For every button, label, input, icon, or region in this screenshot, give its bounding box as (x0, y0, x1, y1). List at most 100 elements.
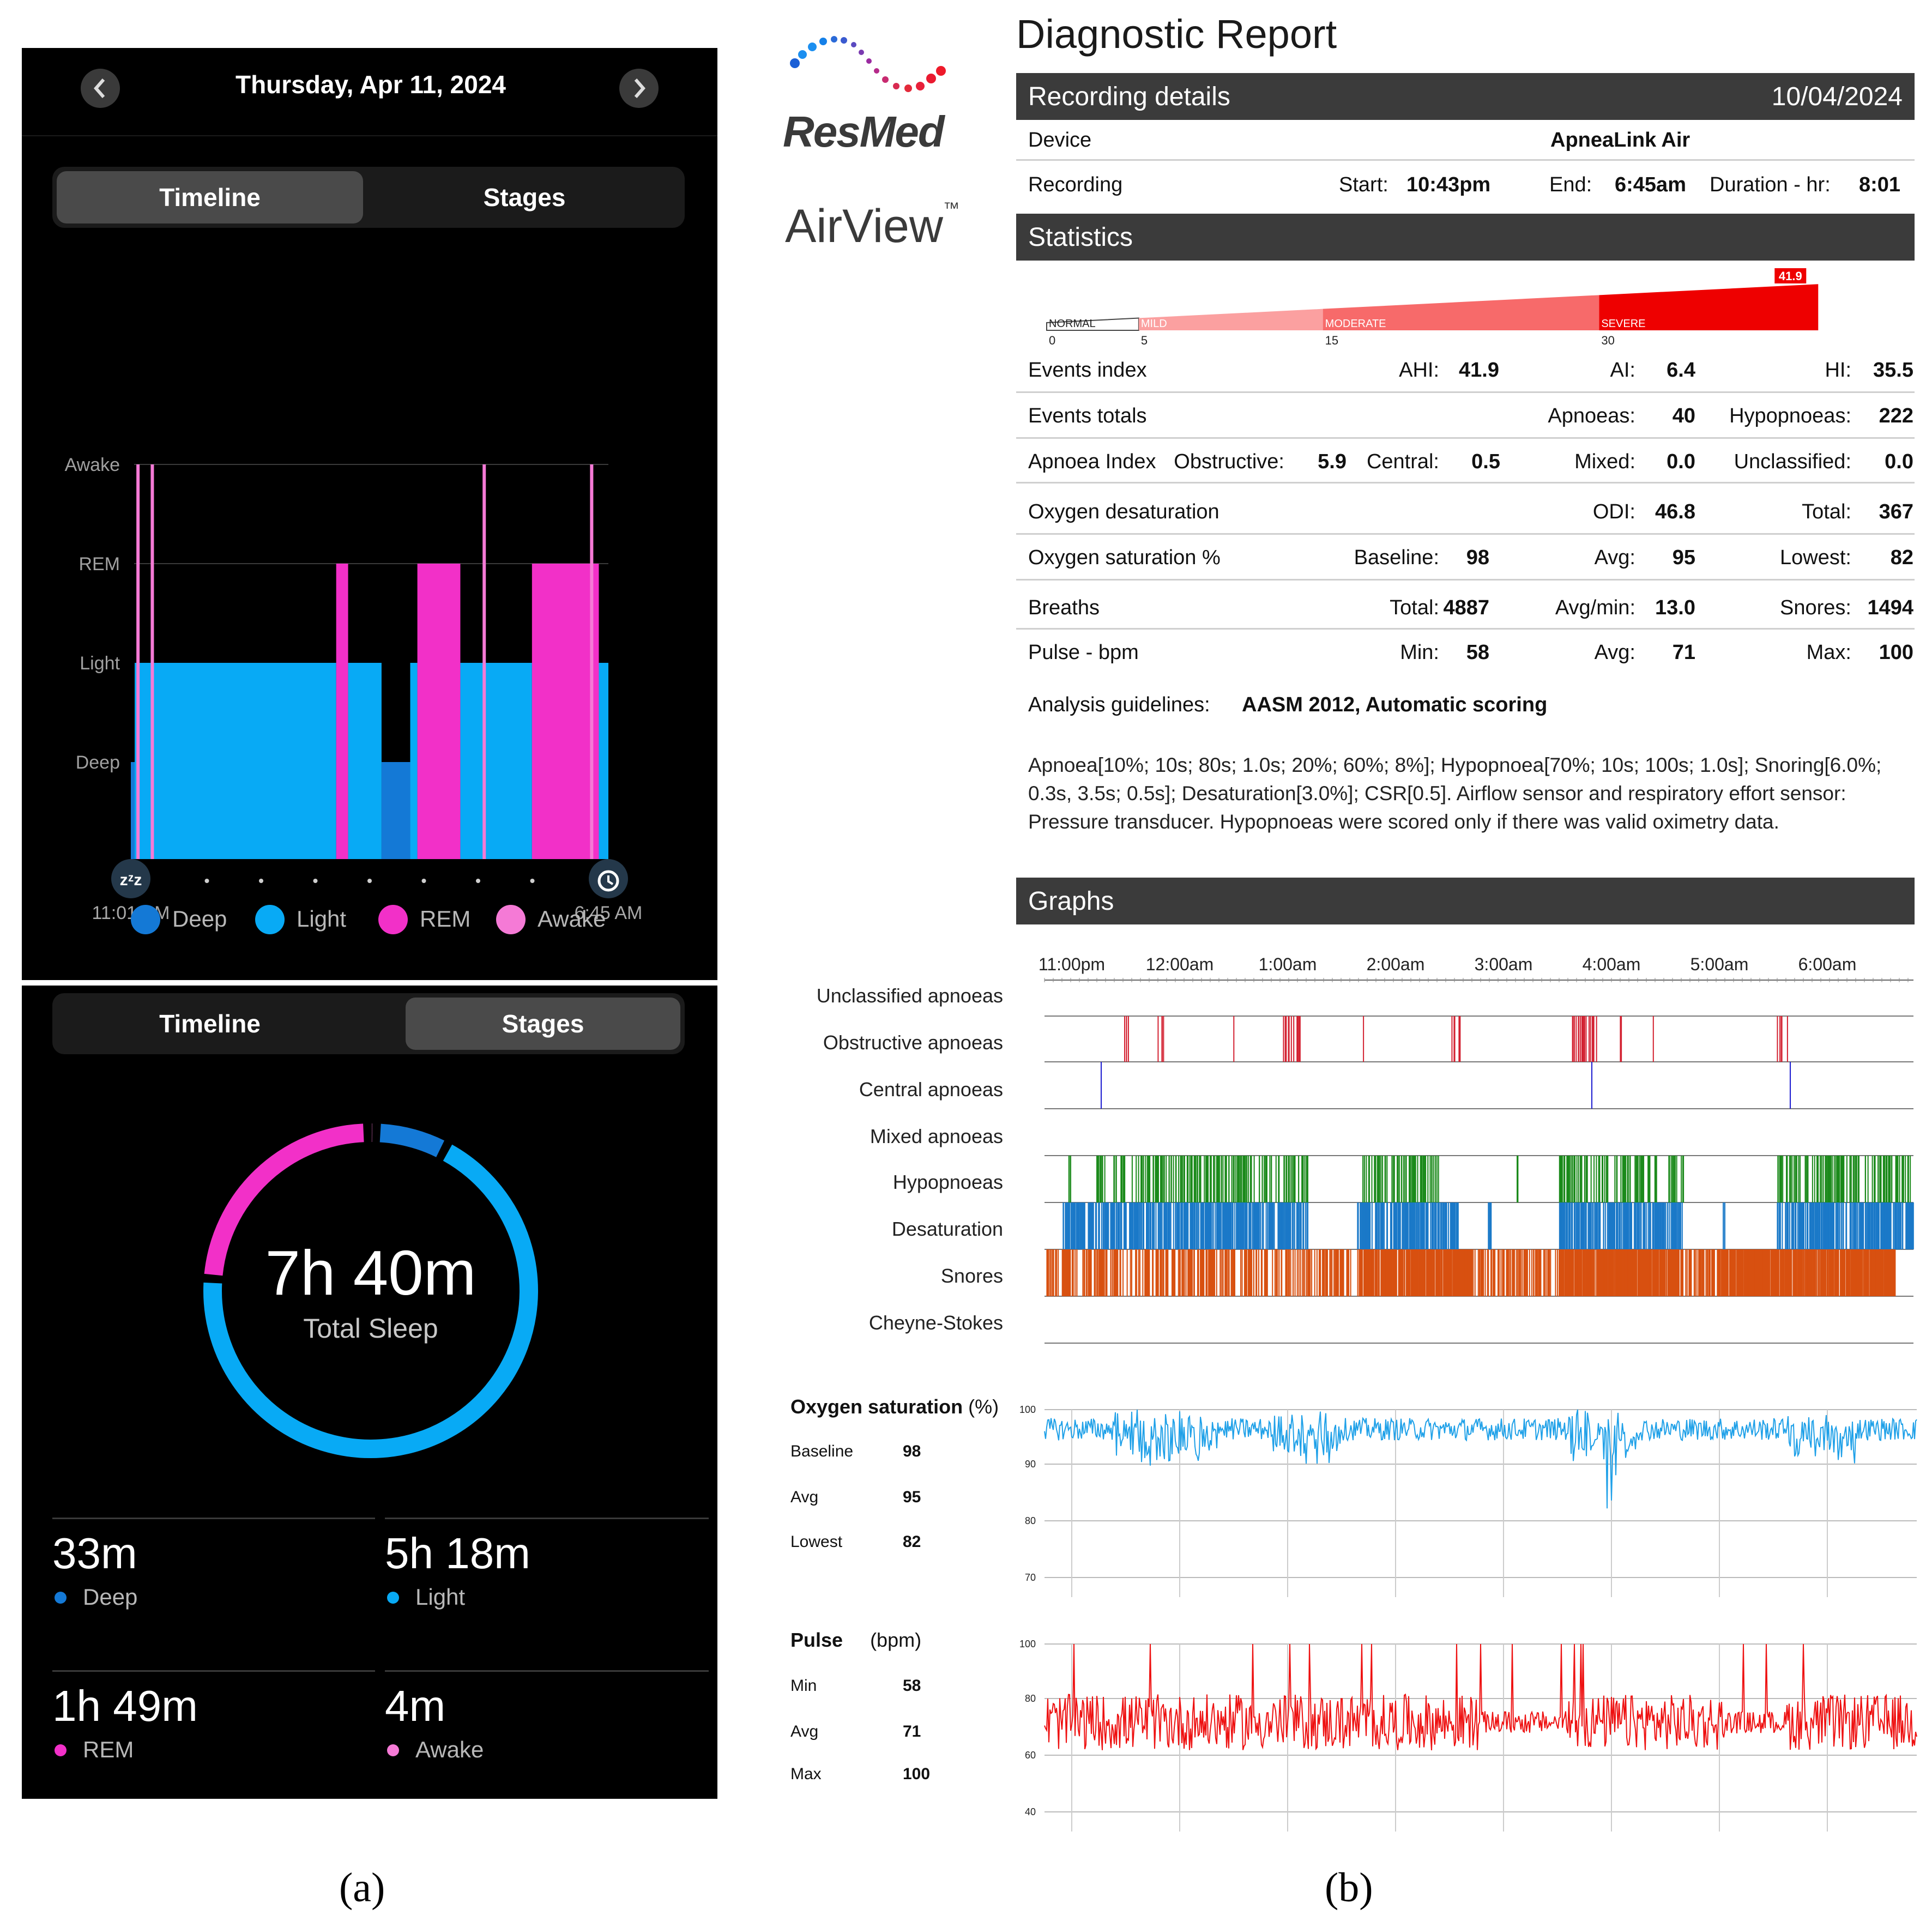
stat-cell-label: Hypopnoeas: (1729, 404, 1851, 427)
device-label: Device (1028, 129, 1092, 152)
sleep-zzz-glyph: zᶻz (120, 871, 142, 889)
severity-tick: 0 (1049, 334, 1055, 347)
spo2-series-line (1044, 1409, 1917, 1509)
stat-row-label: Events totals (1028, 404, 1147, 427)
tab-stages-bottom[interactable]: Stages (406, 998, 680, 1050)
stat-cell-value: 5.9 (1318, 450, 1347, 473)
legend-dot-deep (131, 905, 160, 934)
event-track-label: Unclassified apnoeas (816, 984, 1003, 1007)
recording-start-value: 10:43pm (1406, 173, 1491, 196)
severity-band-normal (1046, 317, 1139, 331)
tab-timeline[interactable]: Timeline (57, 171, 363, 223)
prev-day-button[interactable] (81, 69, 120, 108)
time-tick-label: 2:00am (1367, 954, 1425, 974)
timeline-hour-dot (530, 879, 535, 883)
stat-cell-value: 98 (1466, 546, 1489, 569)
donut-slice-light (203, 1144, 538, 1458)
timeline-segment-light (599, 663, 608, 859)
stat-rem-value: 1h 49m (52, 1682, 198, 1730)
stat-cell-label: Total: (1802, 500, 1851, 523)
stat-cell-value: 0.0 (1667, 450, 1695, 473)
y-tick-label: 40 (1025, 1806, 1036, 1817)
timeline-level-label-deep: Deep (76, 752, 120, 773)
pulse-title: Pulse (bpm) (790, 1629, 921, 1652)
stat-row-divider (1016, 391, 1915, 393)
legend-label-light: Light (297, 906, 347, 932)
oxygen-saturation-chart: 100 90 80 70 (1019, 1404, 1917, 1597)
timeline-level-label-light: Light (80, 653, 120, 674)
timeline-hour-dot (421, 879, 426, 883)
stat-cell-value: 40 (1672, 404, 1695, 427)
stat-awake-dot (387, 1744, 399, 1756)
severity-band-mild (1138, 309, 1323, 330)
recording-label: Recording (1028, 173, 1123, 196)
stat-deep-value: 33m (52, 1529, 137, 1578)
stat-cell-value: 1494 (1867, 596, 1913, 619)
pulse-stat-avg-value: 71 (903, 1722, 921, 1740)
stat-cell-value: 0.5 (1471, 450, 1500, 473)
pulse-stat-min-label: Min (790, 1677, 817, 1695)
event-track-label: Central apnoeas (859, 1078, 1003, 1101)
stat-cell-value: 46.8 (1655, 500, 1695, 523)
stats-divider-2 (385, 1518, 709, 1519)
spo2-stat-lowest-label: Lowest (790, 1533, 843, 1551)
chevron-left-icon (94, 78, 105, 98)
stat-row-label: Pulse - bpm (1028, 641, 1139, 664)
stat-row-label: Oxygen desaturation (1028, 500, 1219, 523)
timeline-segment-rem (532, 564, 599, 859)
tab-stages[interactable]: Stages (483, 183, 566, 211)
stat-light-value: 5h 18m (385, 1529, 530, 1578)
stat-cell-value: 35.5 (1873, 359, 1913, 382)
timeline-level-label-awake: Awake (65, 455, 120, 475)
y-tick-label: 60 (1025, 1750, 1036, 1761)
legend-label-rem: REM (420, 906, 471, 932)
time-tick-label: 6:00am (1798, 954, 1857, 974)
stat-light-label: Light (415, 1584, 466, 1610)
stat-cell-label: Avg/min: (1555, 596, 1635, 619)
pulse-stat-max-label: Max (790, 1765, 822, 1783)
y-tick-label: 70 (1025, 1572, 1036, 1583)
stat-cell-value: 82 (1890, 546, 1913, 569)
severity-label-normal: NORMAL (1049, 318, 1096, 330)
timeline-segment-light (460, 663, 532, 859)
recording-details-bar: Recording details 10/04/2024 (1016, 73, 1915, 120)
spo2-title: Oxygen saturation (%) (790, 1395, 999, 1418)
timeline-awake-spike (482, 464, 486, 859)
severity-value-box (1774, 268, 1807, 283)
timeline-hour-dot (313, 879, 318, 883)
recording-duration-label: Duration - hr: (1710, 173, 1831, 196)
stats-divider-4 (385, 1670, 709, 1672)
spo2-title-text: Oxygen saturation (790, 1395, 963, 1418)
stat-row-divider (1016, 533, 1915, 535)
next-day-button[interactable] (619, 69, 659, 108)
timeline-segment-light (410, 663, 418, 859)
stat-row-divider (1016, 437, 1915, 439)
legend-label-awake: Awake (538, 906, 606, 932)
product-logo-text: AirView™ (785, 200, 959, 253)
recording-details-label: Recording details (1028, 82, 1230, 111)
spo2-stat-baseline-label: Baseline (790, 1442, 854, 1460)
stats-divider-1 (52, 1518, 375, 1519)
stat-row-divider (1016, 579, 1915, 581)
severity-tick: 5 (1141, 334, 1148, 347)
severity-tick: 15 (1325, 334, 1338, 347)
ahi-severity-scale: NORMAL 0 MILD 5 MODERATE 15 SEVERE 30 41.9 (1046, 268, 1819, 347)
sleep-zzz-icon (111, 859, 150, 898)
tab-timeline-bottom[interactable]: Timeline (159, 1010, 261, 1038)
time-tick-label: 12:00am (1146, 954, 1214, 974)
stat-cell-value: 6.4 (1667, 359, 1695, 382)
caption-b: (b) (1325, 1865, 1373, 1911)
stat-cell-label: Baseline: (1354, 546, 1439, 569)
time-tick-label: 11:00pm (1039, 954, 1105, 974)
product-name: AirView (785, 200, 943, 252)
view-toggle: Timeline Stages (52, 167, 685, 228)
stat-row-label: Events index (1028, 359, 1147, 382)
sleep-timeline-card: Thursday, Apr 11, 2024 Timeline Stages A… (22, 48, 717, 980)
stat-row-divider (1016, 628, 1915, 630)
y-tick-label: 80 (1025, 1693, 1036, 1704)
event-track-label: Desaturation (891, 1218, 1003, 1240)
timeline-segment-rem (417, 564, 461, 859)
pulse-stat-max-value: 100 (903, 1765, 931, 1783)
y-tick-label: 100 (1019, 1639, 1036, 1649)
stat-cell-label: Avg: (1594, 641, 1635, 664)
